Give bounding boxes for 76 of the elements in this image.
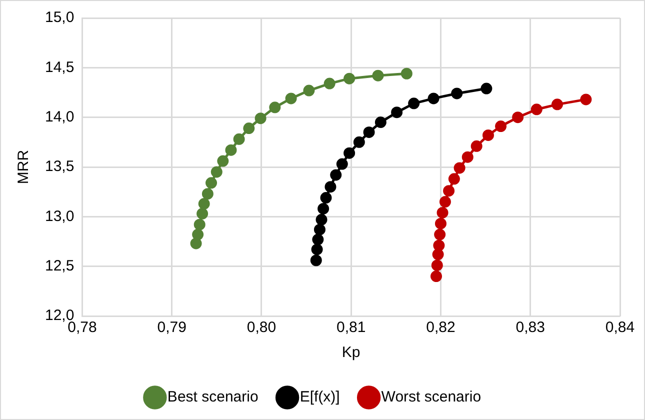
point xyxy=(206,177,218,189)
point xyxy=(344,147,356,159)
point xyxy=(269,102,281,114)
point xyxy=(432,248,444,260)
y-tick-label: 14,5 xyxy=(44,58,74,76)
point xyxy=(530,104,542,116)
point xyxy=(434,218,446,230)
point xyxy=(196,208,208,220)
point xyxy=(430,270,442,282)
point xyxy=(363,126,375,138)
point xyxy=(312,234,324,246)
point xyxy=(336,158,348,170)
point xyxy=(254,112,266,124)
point xyxy=(448,173,460,185)
y-tick-label: 12,5 xyxy=(44,257,74,274)
x-axis-title: Kp xyxy=(342,344,360,362)
point xyxy=(314,224,326,236)
point xyxy=(225,144,237,156)
y-tick-label: 13,5 xyxy=(44,158,74,176)
point xyxy=(454,162,466,174)
point xyxy=(217,155,229,167)
point xyxy=(434,228,446,240)
point xyxy=(372,70,384,82)
point xyxy=(310,254,322,266)
point xyxy=(482,129,494,141)
point xyxy=(194,218,206,230)
point xyxy=(451,88,463,100)
point xyxy=(480,82,492,94)
point xyxy=(439,196,451,208)
point xyxy=(408,98,420,110)
x-tick-label: 0,84 xyxy=(605,319,635,336)
point xyxy=(443,185,455,197)
point xyxy=(320,192,332,204)
point xyxy=(436,206,448,218)
y-axis-title: MRR xyxy=(15,150,32,184)
y-tick-label: 13,0 xyxy=(44,208,74,225)
point xyxy=(202,188,214,200)
legend-label: Worst scenario xyxy=(381,388,482,406)
x-tick-label: 0,82 xyxy=(426,319,456,336)
point xyxy=(316,214,328,226)
point xyxy=(192,228,204,240)
point xyxy=(428,92,440,104)
point xyxy=(330,169,342,181)
point xyxy=(324,181,336,193)
legend-label: E[f(x)] xyxy=(300,388,340,406)
x-tick-label: 0,81 xyxy=(336,319,366,336)
point xyxy=(391,106,403,118)
x-tick-label: 0,79 xyxy=(157,319,186,336)
point xyxy=(470,140,482,152)
point xyxy=(190,238,202,250)
point xyxy=(233,133,245,145)
point xyxy=(552,98,564,110)
point xyxy=(311,244,323,256)
point xyxy=(344,72,356,84)
point xyxy=(318,202,330,214)
point xyxy=(324,78,336,90)
point xyxy=(431,260,443,272)
point xyxy=(210,166,222,178)
point xyxy=(400,68,412,80)
y-tick-label: 15,0 xyxy=(44,9,74,26)
x-tick-label: 0,78 xyxy=(68,319,97,336)
y-tick-label: 14,0 xyxy=(44,108,74,126)
point xyxy=(285,92,297,104)
point xyxy=(303,84,315,96)
point xyxy=(495,120,507,132)
point xyxy=(374,116,386,128)
point xyxy=(580,94,592,106)
point xyxy=(433,240,445,252)
point xyxy=(243,122,255,134)
point xyxy=(353,136,365,148)
point xyxy=(198,198,210,210)
point xyxy=(512,112,524,124)
legend-label: Best scenario xyxy=(167,388,258,406)
x-tick-label: 0,80 xyxy=(246,319,276,336)
point xyxy=(462,151,474,163)
x-tick-label: 0,83 xyxy=(516,319,545,336)
